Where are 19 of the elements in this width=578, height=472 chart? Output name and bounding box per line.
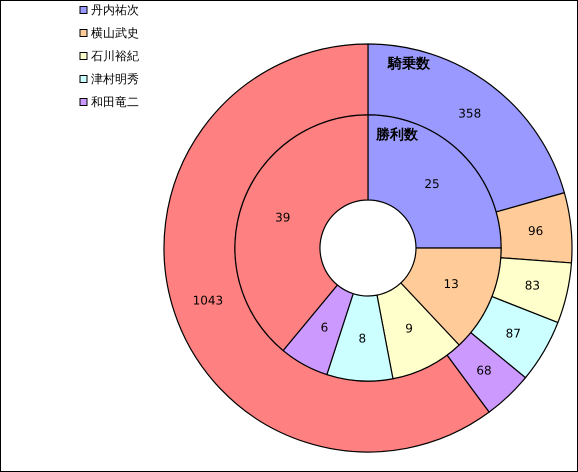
data-label: 13 [443,276,459,291]
legend-label: 和田竜二 [91,95,139,109]
legend-label: 丹内祐次 [91,3,139,17]
data-label: 96 [528,224,544,238]
data-label: 68 [476,363,492,378]
data-label: 1043 [192,294,224,308]
data-label: 39 [275,210,290,224]
slice-label: 騎乗数 [387,55,431,72]
data-label: 83 [524,278,540,292]
slice-label: 勝利数 [375,126,419,143]
data-label: 9 [405,322,413,336]
data-label: 358 [458,106,482,121]
data-label: 87 [506,326,521,340]
legend-label: 横山武史 [91,26,139,40]
data-label: 25 [424,176,440,191]
data-label: 6 [320,320,328,334]
legend-label: 津村明秀 [91,72,139,86]
data-label: 8 [358,331,366,346]
legend-label: 石川裕紀 [91,49,139,63]
